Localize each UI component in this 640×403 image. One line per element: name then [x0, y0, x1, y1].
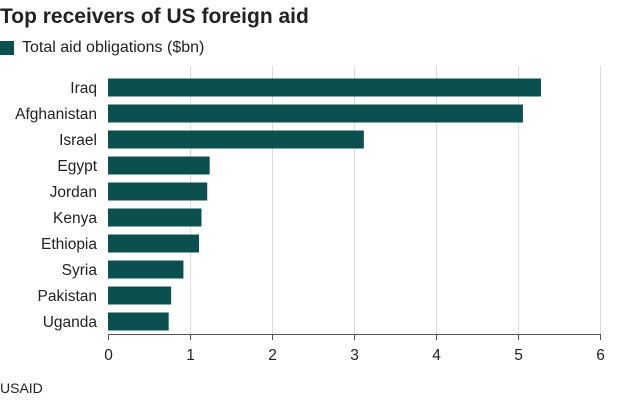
- bar: [108, 312, 169, 331]
- x-tick-label: 2: [268, 347, 277, 364]
- category-label: Jordan: [50, 184, 97, 201]
- bar: [108, 208, 202, 227]
- bar: [108, 130, 364, 149]
- bar: [108, 104, 523, 123]
- category-label: Uganda: [43, 314, 98, 331]
- category-label: Afghanistan: [15, 106, 97, 123]
- source-label: USAID: [0, 380, 43, 396]
- x-tick-label: 5: [514, 347, 523, 364]
- category-label: Ethiopia: [41, 236, 97, 253]
- category-label: Pakistan: [38, 288, 97, 305]
- category-label: Egypt: [57, 158, 97, 175]
- chart-title: Top receivers of US foreign aid: [0, 5, 309, 28]
- bar: [108, 182, 208, 201]
- category-label: Kenya: [53, 210, 97, 227]
- chart-legend: Total aid obligations ($bn): [0, 38, 204, 58]
- category-label: Syria: [62, 262, 98, 279]
- x-tick-label: 6: [596, 347, 605, 364]
- bar: [108, 78, 541, 97]
- category-label: Israel: [59, 132, 97, 149]
- bar: [108, 286, 172, 305]
- bar: [108, 156, 210, 175]
- legend-label: Total aid obligations ($bn): [22, 39, 205, 56]
- bar: [108, 260, 184, 279]
- x-tick-label: 0: [104, 347, 113, 364]
- x-tick-label: 3: [350, 347, 359, 364]
- x-tick-label: 4: [432, 347, 441, 364]
- category-label: Iraq: [70, 80, 97, 97]
- bar: [108, 234, 200, 253]
- x-tick-label: 1: [186, 347, 195, 364]
- legend-swatch: [0, 41, 14, 55]
